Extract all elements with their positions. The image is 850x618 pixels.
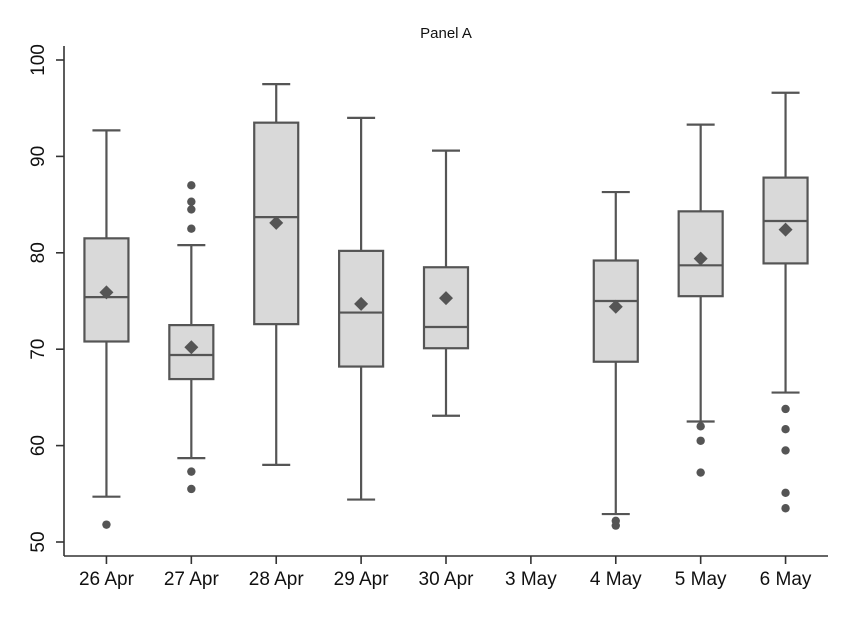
chart-title: Panel A	[420, 25, 472, 42]
box-group	[338, 116, 385, 501]
box-group	[677, 123, 724, 477]
box-group	[83, 129, 130, 529]
outlier-point	[187, 181, 196, 190]
mean-marker	[269, 215, 284, 230]
box-group	[422, 149, 470, 417]
outlier-point	[781, 446, 790, 455]
x-tick-label: 3 May	[505, 569, 557, 590]
outlier-point	[611, 516, 620, 525]
x-tick-label: 26 Apr	[79, 569, 135, 590]
outlier-point	[696, 468, 705, 477]
x-tick-label: 5 May	[675, 569, 727, 590]
mean-marker	[439, 291, 453, 306]
x-tick-label: 29 Apr	[334, 569, 390, 590]
outlier-point	[781, 504, 790, 513]
iqr-box	[83, 237, 130, 343]
outlier-point	[696, 436, 705, 445]
box-group	[168, 181, 215, 494]
outlier-point	[781, 425, 790, 434]
y-tick-label: 90	[28, 146, 49, 167]
outlier-point	[187, 484, 196, 494]
y-axis: 50 60 70 80 90 100	[28, 44, 64, 553]
x-tick-label: 6 May	[760, 569, 812, 590]
outlier-point	[781, 488, 790, 498]
box-group	[592, 190, 639, 530]
iqr-box	[422, 266, 470, 350]
mean-marker	[99, 285, 114, 300]
mean-marker	[184, 340, 199, 355]
y-tick-label: 80	[28, 242, 49, 263]
x-tick-label: 27 Apr	[164, 569, 220, 590]
outlier-point	[781, 404, 790, 414]
mean-marker	[608, 299, 623, 314]
outlier-point	[187, 205, 196, 214]
outlier-point	[696, 422, 705, 431]
outlier-point	[187, 224, 196, 233]
x-tick-label: 28 Apr	[249, 569, 305, 590]
outlier-point	[102, 520, 111, 529]
mean-marker	[778, 222, 793, 237]
y-tick-label: 60	[28, 435, 49, 456]
plot-area	[83, 82, 809, 530]
x-tick-label: 4 May	[590, 569, 642, 590]
mean-marker	[354, 296, 369, 311]
x-tick-label: 30 Apr	[419, 569, 475, 590]
outlier-point	[187, 197, 196, 206]
box-group	[253, 82, 300, 466]
y-tick-label: 100	[28, 44, 49, 76]
x-axis: 26 Apr 27 Apr 28 Apr 29 Apr 30 Apr 3 May 4 May…	[79, 556, 812, 590]
box-group	[762, 91, 809, 513]
mean-marker	[693, 251, 708, 266]
y-tick-label: 70	[28, 339, 49, 360]
y-tick-label: 50	[28, 531, 49, 552]
outlier-point	[187, 467, 196, 476]
